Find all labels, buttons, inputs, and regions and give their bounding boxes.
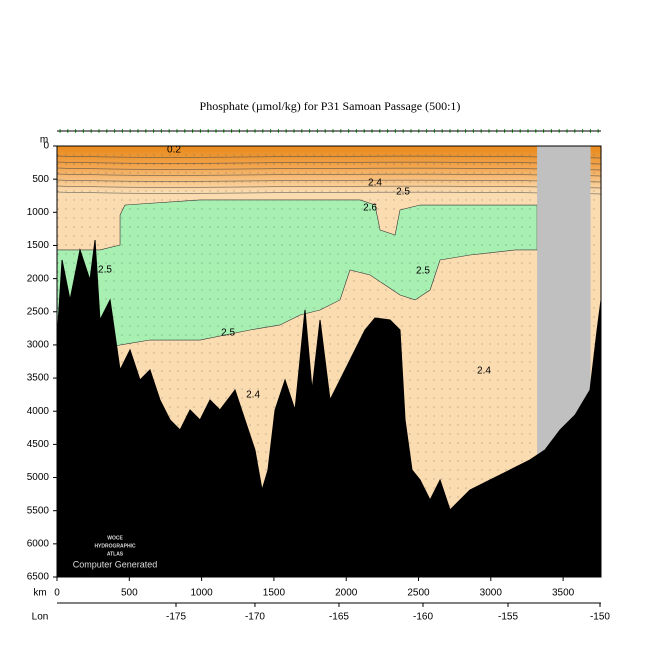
y-tick-label: 0	[43, 141, 49, 152]
y-tick-label: 3500	[27, 373, 50, 384]
y-tick-label: 6500	[27, 572, 50, 583]
y-tick-label: 5000	[27, 472, 50, 483]
x-tick-label: 1500	[263, 588, 286, 599]
y-tick-label: 5500	[27, 505, 50, 516]
contour-label: 0.2	[167, 145, 181, 156]
contour-label: 2.4	[477, 366, 491, 377]
x-tick-label: 2000	[335, 588, 358, 599]
y-tick-label: 1500	[27, 240, 50, 251]
lon-tick-label: -170	[245, 612, 265, 623]
lon-tick-label: -175	[166, 612, 186, 623]
lon-tick-label: -155	[498, 612, 518, 623]
contour-label: 2.5	[396, 187, 410, 198]
lon-axis-label: Lon	[32, 612, 49, 623]
contour-label: 2.4	[246, 390, 260, 401]
y-tick-label: 1000	[27, 207, 50, 218]
contour-line	[56, 179, 602, 183]
contour-label: 2.5	[98, 265, 112, 276]
watermark: WOCE	[107, 535, 123, 541]
seafloor-fill	[57, 240, 601, 578]
x-axis-label: km	[33, 588, 46, 599]
x-tick-label: 2500	[407, 588, 430, 599]
x-tick-label: 0	[54, 588, 60, 599]
contour-line	[56, 185, 602, 189]
contour-line	[56, 173, 602, 177]
lon-tick-label: -160	[413, 612, 433, 623]
plot-frame	[56, 145, 602, 578]
watermark: Computer Generated	[73, 559, 158, 569]
contour-label: 2.4	[368, 178, 382, 189]
contour-label: 2.6	[363, 203, 377, 214]
contour-line	[56, 155, 602, 159]
y-tick-label: 4500	[27, 439, 50, 450]
contour-line	[56, 161, 602, 165]
watermark: HYDROGRAPHIC	[94, 543, 136, 549]
contour-line	[56, 167, 602, 171]
y-tick-label: 2000	[27, 273, 50, 284]
x-tick-label: 1000	[190, 588, 213, 599]
y-tick-label: 2500	[27, 306, 50, 317]
x-tick-label: 3500	[552, 588, 575, 599]
contour-label: 2.5	[416, 266, 430, 277]
contour-label: 2.5	[221, 328, 235, 339]
y-axis-label: m	[40, 135, 48, 146]
y-tick-label: 4000	[27, 406, 50, 417]
seafloor-line	[56, 239, 602, 511]
y-tick-label: 6000	[27, 538, 50, 549]
lon-tick-label: -165	[329, 612, 349, 623]
lon-tick-label: -150	[590, 612, 610, 623]
y-tick-label: 3000	[27, 340, 50, 351]
watermark: ATLAS	[107, 551, 124, 557]
contour-line	[56, 191, 602, 195]
x-tick-label: 3000	[480, 588, 503, 599]
overlay: 0.2 2.4 2.5 2.6 2.5 2.5 2.5 2.4 2.4	[56, 129, 602, 578]
chart-title: Phosphate (µmol/kg) for P31 Samoan Passa…	[200, 99, 461, 113]
y-tick-label: 500	[32, 174, 49, 185]
x-tick-label: 500	[121, 588, 138, 599]
